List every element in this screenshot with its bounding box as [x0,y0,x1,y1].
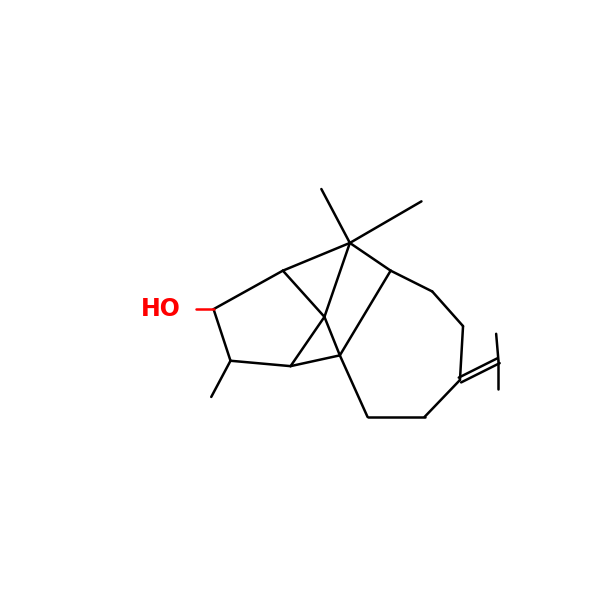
Text: HO: HO [141,297,181,321]
